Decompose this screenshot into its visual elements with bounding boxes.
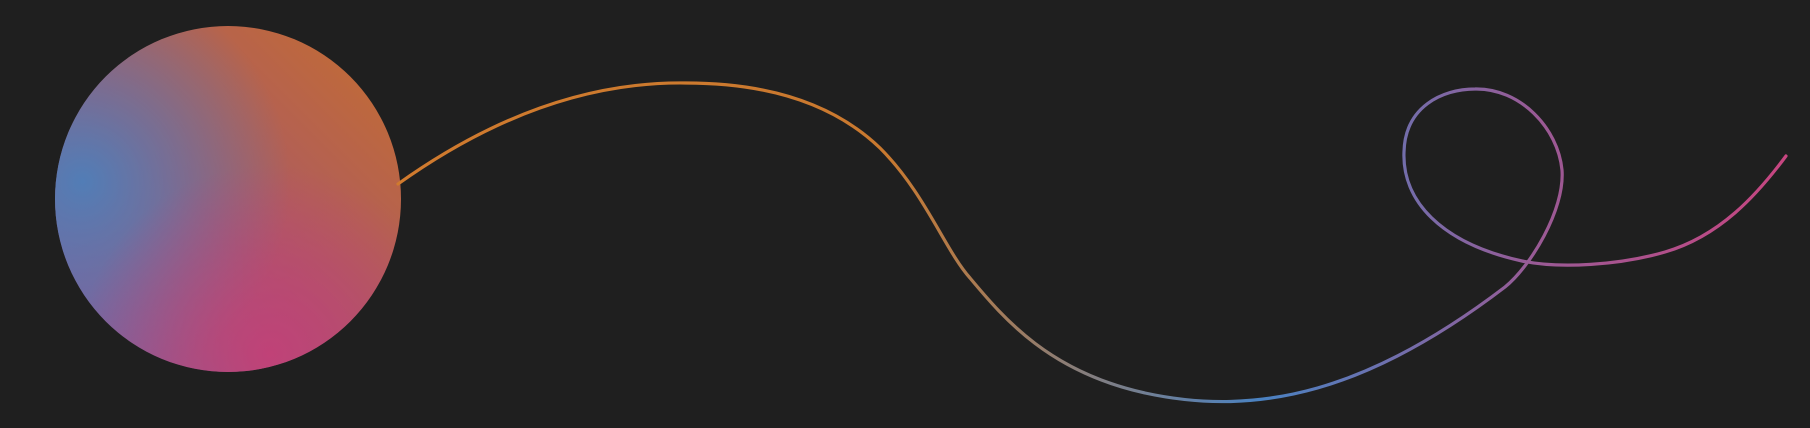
gradient-orb: [55, 26, 401, 372]
looping-curve: [396, 81, 1788, 404]
